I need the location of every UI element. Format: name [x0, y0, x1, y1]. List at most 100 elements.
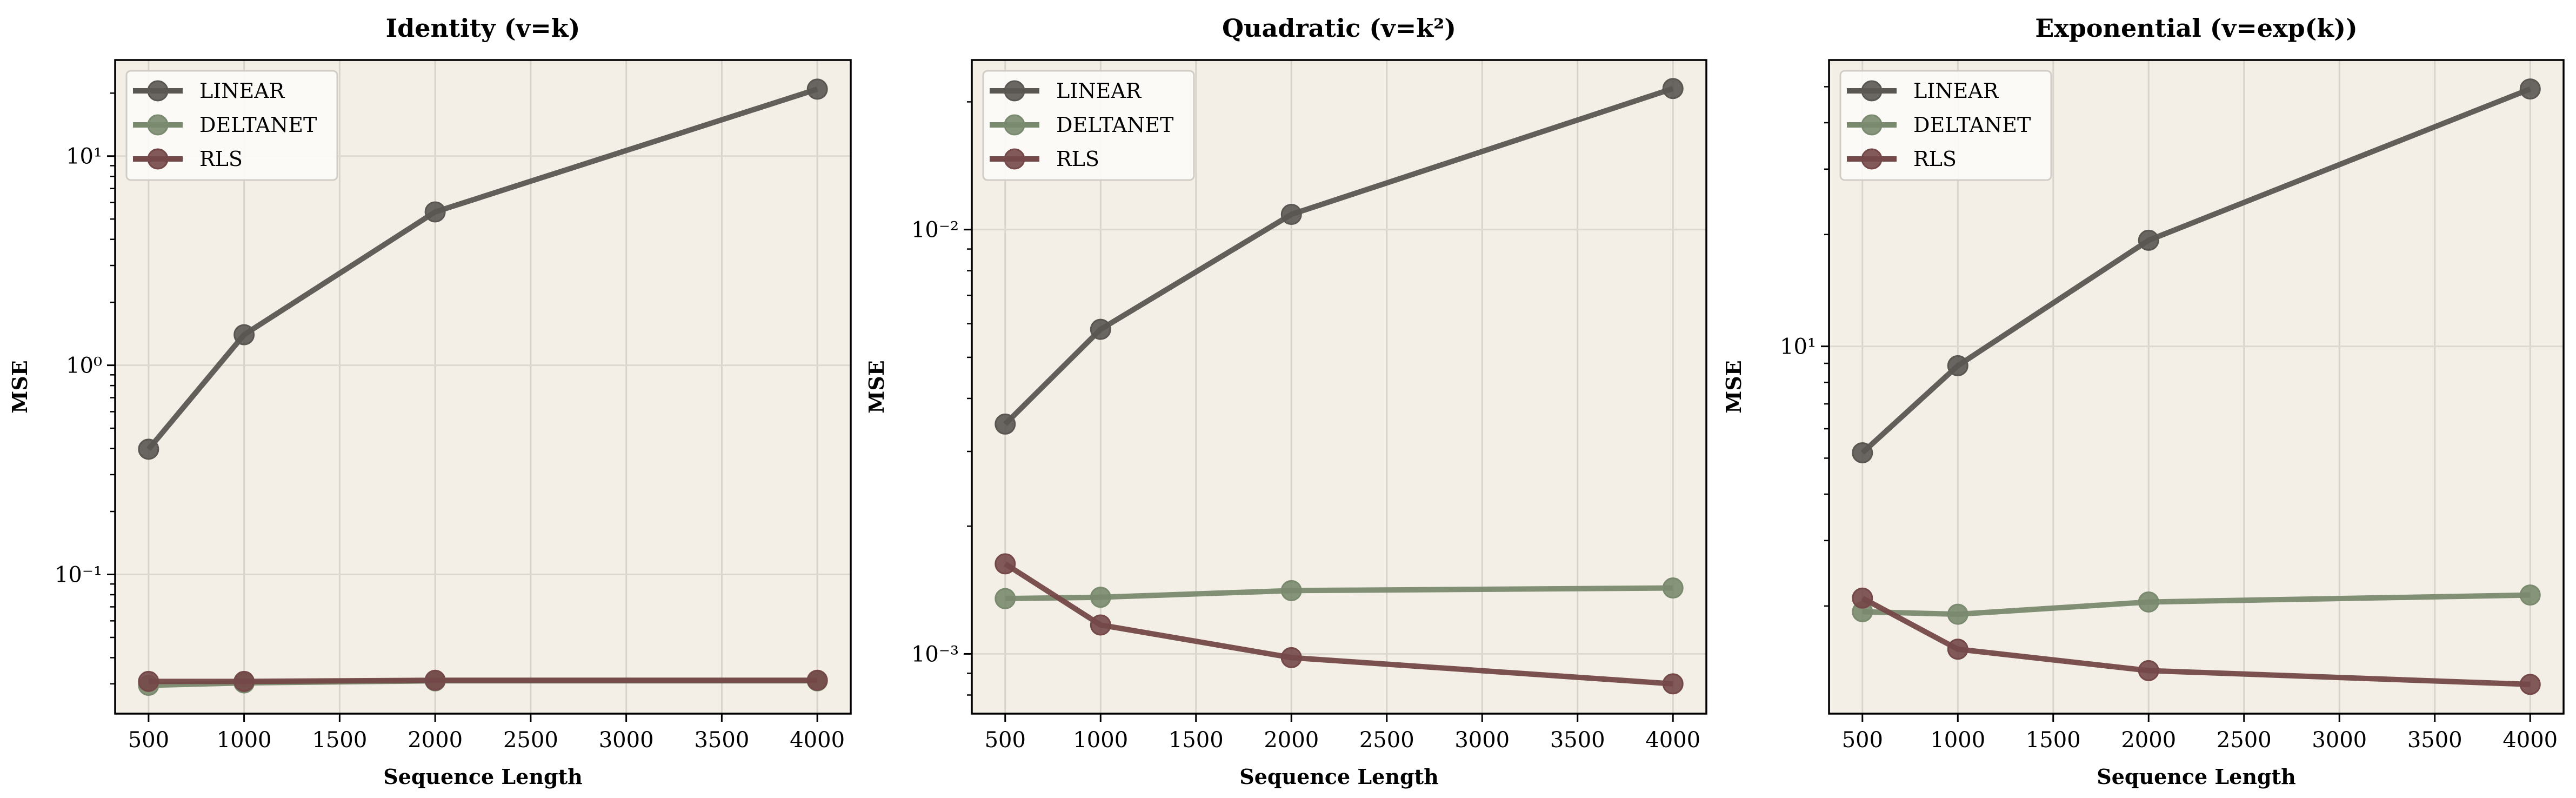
x-tick-label: 500: [1842, 728, 1883, 753]
data-point-rls: [1090, 614, 1111, 636]
y-tick-label: 10⁻²: [911, 218, 959, 243]
data-point-rls: [1280, 647, 1302, 668]
data-point-linear: [424, 201, 446, 223]
legend-label: RLS: [1056, 147, 1099, 171]
legend-label: RLS: [199, 147, 243, 171]
x-tick-label: 4000: [790, 728, 845, 753]
x-tick-label: 2000: [1264, 728, 1319, 753]
x-tick-label: 1500: [1169, 728, 1224, 753]
x-axis-label: Sequence Length: [383, 764, 582, 789]
data-point-linear: [138, 438, 159, 460]
x-tick-label: 2500: [1359, 728, 1414, 753]
data-point-linear: [2138, 229, 2159, 251]
x-tick-label: 4000: [1645, 728, 1700, 753]
data-point-linear: [1280, 204, 1302, 225]
x-tick-label: 2000: [2121, 728, 2176, 753]
y-axis-label: MSE: [8, 360, 32, 413]
legend-label: DELTANET: [1056, 113, 1173, 137]
data-point-rls: [424, 669, 446, 691]
data-point-linear: [806, 78, 828, 100]
legend-label: DELTANET: [199, 113, 317, 137]
y-tick-label: 10¹: [1780, 335, 1816, 360]
legend: LINEAR DELTANET RLS: [1839, 70, 2052, 181]
x-axis-label: Sequence Length: [1239, 764, 1438, 789]
y-tick-label: 10⁰: [66, 354, 102, 378]
data-point-deltanet: [1947, 603, 1968, 625]
legend-marker-linear: [1004, 80, 1025, 102]
data-point-linear: [1852, 442, 1873, 463]
x-tick-label: 500: [985, 728, 1026, 753]
series-line-linear: [146, 87, 818, 451]
y-axis-label: MSE: [1721, 360, 1746, 413]
axes-frame: [971, 59, 1707, 715]
legend: LINEAR DELTANET RLS: [125, 70, 338, 181]
data-point-rls: [2519, 674, 2541, 695]
legend-marker-rls: [1004, 148, 1025, 170]
x-tick-label: 3000: [2312, 728, 2367, 753]
data-point-deltanet: [1090, 587, 1111, 608]
axes-frame: [114, 59, 852, 715]
y-tick-label: 10⁻³: [911, 642, 959, 667]
x-tick-label: 3500: [2407, 728, 2462, 753]
data-point-linear: [2519, 78, 2541, 100]
legend-marker-deltanet: [1861, 114, 1883, 136]
data-point-deltanet: [1280, 580, 1302, 601]
x-tick-label: 500: [128, 728, 169, 753]
data-point-linear: [995, 413, 1016, 435]
x-tick-label: 1000: [1073, 728, 1128, 753]
data-point-linear: [233, 324, 255, 345]
x-tick-label: 2000: [408, 728, 463, 753]
legend-label: LINEAR: [1913, 79, 1999, 103]
series-line-rls: [1861, 595, 2531, 687]
x-tick-label: 1000: [217, 728, 272, 753]
axes-frame: [1828, 59, 2565, 715]
legend-marker-linear: [147, 80, 169, 102]
legend-box: [982, 70, 1195, 181]
chart-panel: 10⁻³ 10⁻² 500 1000 1500 2000 2500 3000 3500 4000 L…: [864, 14, 1707, 789]
legend-marker-deltanet: [1004, 114, 1025, 136]
series-line-rls: [148, 677, 818, 684]
chart-title: Exponential (v=exp(k)): [2035, 14, 2358, 43]
series-line-deltanet: [1862, 592, 2531, 617]
data-point-rls: [806, 669, 828, 691]
chart-panel: 10⁻¹ 10⁰ 10¹ 500 1000 1500 2000 2500 3000 3500 400…: [8, 14, 852, 789]
x-tick-label: 3500: [694, 728, 749, 753]
x-tick-label: 1500: [2026, 728, 2081, 753]
y-tick-label: 10⁻¹: [55, 563, 102, 588]
data-point-deltanet: [1662, 577, 1684, 599]
data-point-linear: [1090, 318, 1111, 340]
legend: LINEAR DELTANET RLS: [982, 70, 1195, 181]
data-point-deltanet: [995, 588, 1016, 609]
x-tick-label: 2500: [2217, 728, 2272, 753]
data-point-rls: [2138, 660, 2159, 681]
x-tick-label: 4000: [2502, 728, 2558, 753]
chart-title: Quadratic (v=k²): [1222, 14, 1456, 43]
series-line-linear: [1003, 86, 1674, 426]
legend-label: RLS: [1913, 147, 1957, 171]
data-point-rls: [233, 670, 255, 692]
y-axis-label: MSE: [864, 360, 889, 413]
data-point-deltanet: [2519, 584, 2541, 606]
data-point-deltanet: [2138, 591, 2159, 613]
y-tick-label: 10¹: [66, 144, 102, 169]
data-point-rls: [1662, 673, 1684, 695]
data-point-rls: [1852, 587, 1873, 609]
legend-label: LINEAR: [1056, 79, 1142, 103]
data-point-linear: [1947, 355, 1968, 376]
x-tick-label: 1000: [1930, 728, 1985, 753]
legend-label: LINEAR: [199, 79, 285, 103]
x-axis-label: Sequence Length: [2097, 764, 2295, 789]
series-line-rls: [1004, 561, 1673, 687]
legend-box: [1839, 70, 2052, 181]
data-point-rls: [1947, 639, 1968, 660]
x-tick-label: 3000: [1454, 728, 1510, 753]
data-point-rls: [138, 670, 159, 692]
x-tick-label: 2500: [503, 728, 558, 753]
legend-marker-rls: [147, 148, 169, 170]
legend-box: [125, 70, 338, 181]
x-tick-label: 3500: [1550, 728, 1605, 753]
legend-label: DELTANET: [1913, 113, 2031, 137]
x-tick-label: 3000: [599, 728, 654, 753]
legend-marker-linear: [1861, 80, 1883, 102]
